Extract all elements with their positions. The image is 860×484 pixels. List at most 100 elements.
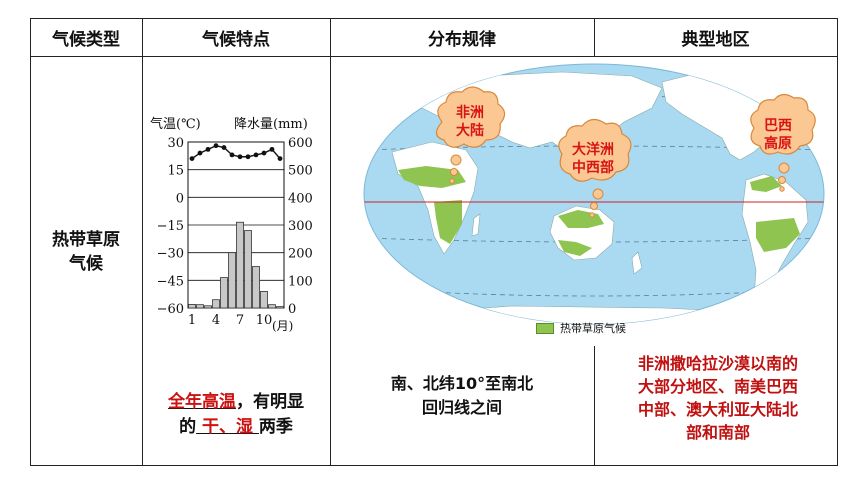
- savanna-australia-south: [558, 240, 592, 256]
- cloud-callout-brazil: 巴西 高原: [750, 93, 816, 192]
- temp-axis-label: 气温(℃): [150, 116, 201, 132]
- table-divider-2: [330, 18, 331, 466]
- feature-dry-wet: 干、湿: [202, 417, 253, 437]
- cloud-australia-line1: 大洋洲: [572, 141, 614, 158]
- temp-point: [221, 145, 227, 150]
- precip-tick-label: 600: [288, 136, 313, 151]
- cloud-callout-africa: 非洲 大陆: [435, 86, 506, 184]
- header-climate-features: 气候特点: [202, 29, 270, 50]
- typical-regions-text: 非洲撒哈拉沙漠以南的 大部分地区、南美巴西 中部、澳大利亚大陆北 部和南部: [598, 352, 838, 444]
- regions-line1: 非洲撒哈拉沙漠以南的: [637, 354, 798, 373]
- precip-tick-label: 100: [288, 274, 313, 289]
- climate-type-line1: 热带草原: [52, 230, 120, 250]
- table-divider-3: [594, 18, 595, 56]
- temp-tick-label: 0: [176, 191, 184, 206]
- temp-tick-label: 30: [167, 136, 184, 151]
- legend-swatch: [536, 322, 554, 334]
- temp-point: [237, 154, 243, 160]
- precip-bar: [236, 221, 244, 309]
- cloud-brazil-line1: 巴西: [764, 118, 792, 134]
- temp-point: [261, 150, 267, 156]
- temp-point: [197, 150, 203, 156]
- temp-point: [253, 152, 259, 158]
- precip-axis-label: 降水量(mm): [234, 117, 308, 132]
- distribution-line2: 回归线之间: [421, 398, 502, 417]
- month-tick-label: 7: [236, 313, 244, 328]
- climate-type-line2: 气候: [69, 254, 103, 274]
- temp-tick-label: 15: [167, 164, 184, 179]
- savanna-africa-south: [434, 200, 462, 244]
- precip-tick-label: 200: [288, 247, 313, 262]
- feature-text-5: 两季: [258, 417, 293, 437]
- month-tick-label: 4: [212, 313, 220, 328]
- month-tick-label: 10: [256, 313, 273, 328]
- temp-point: [229, 152, 235, 158]
- precip-tick-label: 400: [288, 191, 313, 206]
- climate-type-name: 热带草原 气候: [30, 228, 142, 276]
- temp-point: [205, 146, 211, 152]
- precip-tick-label: 0: [288, 302, 296, 317]
- cloud-africa-line1: 非洲: [456, 104, 484, 121]
- table-border-right: [837, 18, 838, 466]
- land-madagascar: [471, 213, 481, 237]
- cloud-brazil-line2: 高原: [764, 135, 792, 152]
- regions-line2: 大部分地区、南美巴西: [637, 377, 798, 396]
- precip-bar: [260, 290, 268, 309]
- feature-text-3: 的: [179, 417, 197, 437]
- map-legend: 热带草原气候: [536, 320, 626, 336]
- temp-line: [189, 143, 283, 161]
- savanna-south-america: [756, 218, 800, 252]
- precip-bars: [188, 221, 284, 309]
- precip-bar: [196, 304, 204, 309]
- temp-tick-label: −60: [157, 302, 184, 317]
- temp-tick-label: −30: [157, 247, 184, 262]
- table-border-bottom: [30, 465, 838, 466]
- temp-point: [277, 156, 283, 161]
- temp-curve: [191, 144, 281, 160]
- climate-features-text: 全年高温，有明显 的 干、湿 两季: [142, 390, 330, 440]
- table-border-top: [30, 18, 838, 19]
- precip-ticks: 600 500 400 300 200 100 0: [288, 136, 313, 317]
- legend-label: 热带草原气候: [560, 322, 626, 335]
- world-map: 非洲 大陆 大洋洲 中西部 巴西 高原: [363, 63, 825, 325]
- cloud-callout-australia: 大洋洲 中西部: [558, 118, 632, 218]
- precip-bar: [252, 266, 260, 309]
- cloud-australia-line2: 中西部: [572, 159, 614, 176]
- month-tick-label: 1: [188, 313, 196, 328]
- gridlines: [188, 169, 284, 281]
- savanna-south-america-north: [750, 176, 782, 192]
- feature-text-2: ，有明显: [236, 392, 304, 412]
- temp-point: [213, 143, 219, 149]
- temp-point: [269, 146, 275, 152]
- table-divider-3-lower: [594, 346, 595, 466]
- temp-point: [245, 154, 251, 160]
- table-border-left: [30, 18, 31, 466]
- precip-bar: [204, 305, 212, 309]
- table-divider-1: [142, 18, 143, 466]
- month-ticks: 1 4 7 10: [188, 313, 272, 328]
- precip-bar: [212, 299, 220, 309]
- feature-high-temp: 全年高温: [168, 392, 236, 412]
- precip-bar: [228, 252, 236, 309]
- temp-tick-label: −45: [157, 274, 184, 289]
- land-greenland: [371, 79, 411, 107]
- precip-bar: [268, 304, 276, 309]
- polar-line: [391, 289, 797, 297]
- land-new-zealand: [631, 251, 643, 275]
- regions-line3: 中部、澳大利亚大陆北: [637, 400, 798, 419]
- header-distribution: 分布规律: [428, 29, 496, 50]
- distribution-text: 南、北纬10°至南北 回归线之间: [330, 372, 594, 420]
- precip-bar: [276, 306, 284, 309]
- cloud-africa-line2: 大陆: [456, 122, 484, 139]
- header-climate-type: 气候类型: [52, 29, 120, 50]
- precip-tick-label: 500: [288, 164, 313, 179]
- month-unit: (月): [272, 319, 293, 333]
- precip-tick-label: 300: [288, 219, 313, 234]
- precip-bar: [188, 304, 196, 309]
- temp-point: [189, 156, 195, 161]
- regions-line4: 部和南部: [685, 423, 750, 442]
- precip-bar: [244, 230, 252, 309]
- header-typical-regions: 典型地区: [681, 29, 750, 50]
- temp-tick-label: −15: [157, 219, 184, 234]
